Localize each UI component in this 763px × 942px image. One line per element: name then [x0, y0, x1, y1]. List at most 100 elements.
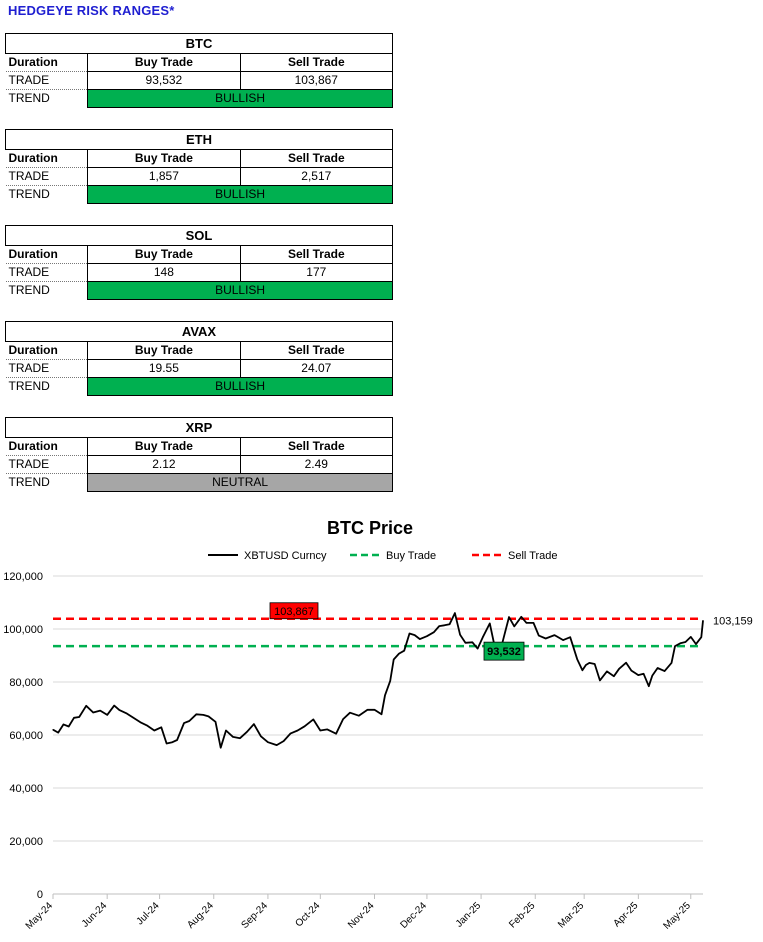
sell-label: 103,867	[274, 606, 314, 618]
price-point	[613, 675, 615, 677]
price-point	[585, 664, 587, 666]
price-point	[232, 736, 234, 738]
buy-label-box	[483, 641, 525, 661]
sell-trade-header: Sell Trade	[239, 53, 394, 72]
price-point	[78, 716, 80, 718]
risk-table-eth: ETH Duration Buy Trade Sell Trade TRADE 1,857…	[5, 129, 394, 204]
price-point	[419, 638, 421, 640]
price-point	[246, 731, 248, 733]
price-point	[132, 717, 134, 719]
price-point	[160, 726, 162, 728]
price-point	[153, 729, 155, 732]
price-point	[195, 713, 197, 715]
price-point	[304, 725, 306, 727]
price-point	[426, 635, 428, 637]
price-point	[433, 631, 435, 633]
buy-trade-header: Buy Trade	[87, 341, 241, 360]
price-point	[438, 625, 440, 627]
buy-trade-value: 19.55	[87, 359, 241, 378]
price-point	[393, 658, 395, 661]
price-point	[482, 636, 484, 638]
risk-table-xrp: XRP Duration Buy Trade Sell Trade TRADE 2.12 2…	[5, 417, 394, 492]
sell-trade-value: 2,517	[239, 167, 394, 186]
price-point	[214, 721, 217, 723]
price-point	[225, 729, 227, 732]
trend-status: BULLISH	[87, 185, 393, 204]
price-point	[408, 632, 411, 635]
legend-label: XBTUSD Curncy	[244, 550, 327, 562]
chart-labels: 103,867 93,532 103,159	[269, 602, 753, 661]
x-tick-label: Oct-24	[293, 900, 322, 929]
price-point	[260, 735, 262, 737]
price-point	[454, 612, 456, 614]
risk-table-sol: SOL Duration Buy Trade Sell Trade TRADE 148 17…	[5, 225, 394, 300]
x-tick-label: Nov-24	[346, 900, 377, 931]
risk-table-avax: AVAX Duration Buy Trade Sell Trade TRADE 19.5…	[5, 321, 394, 396]
buy-trade-header: Buy Trade	[87, 245, 241, 264]
price-point	[513, 625, 515, 627]
y-tick-label: 0	[37, 889, 43, 901]
price-point	[588, 662, 591, 664]
chart-legend: XBTUSD Curncy Buy Trade Sell Trade	[208, 550, 558, 562]
price-point	[525, 622, 528, 624]
price-point	[188, 720, 190, 722]
asset-name: SOL	[5, 225, 393, 246]
last-value-label: 103,159	[713, 616, 753, 628]
asset-name: ETH	[5, 129, 393, 150]
price-point	[176, 739, 178, 741]
price-point	[319, 729, 321, 732]
price-point	[165, 742, 168, 745]
x-tick-label: Dec-24	[398, 900, 429, 931]
price-point	[684, 641, 687, 643]
buy-trade-value: 1,857	[87, 167, 241, 186]
price-point	[471, 641, 473, 643]
price-point	[342, 718, 344, 720]
price-point	[642, 673, 645, 675]
price-point	[532, 622, 535, 624]
sell-trade-header: Sell Trade	[239, 245, 394, 264]
buy-trade-header: Buy Trade	[87, 149, 241, 168]
price-point	[267, 741, 269, 743]
page-title: HEDGEYE RISK RANGES*	[8, 3, 175, 18]
duration-header: Duration	[5, 53, 89, 72]
x-tick-label: Mar-25	[556, 900, 586, 930]
trend-status: BULLISH	[87, 89, 393, 108]
duration-header: Duration	[5, 437, 89, 456]
legend-label: Sell Trade	[508, 550, 558, 562]
price-point	[290, 732, 292, 735]
price-point	[380, 713, 383, 715]
price-point	[118, 709, 120, 711]
price-point	[403, 650, 405, 652]
price-point	[183, 722, 185, 724]
price-point	[139, 721, 141, 723]
asset-name: XRP	[5, 417, 393, 438]
chart-title: BTC Price	[327, 518, 413, 538]
price-point	[618, 668, 620, 670]
price-point	[253, 723, 255, 725]
price-point	[443, 624, 445, 626]
price-point	[52, 729, 54, 731]
buy-trade-value: 2.12	[87, 455, 241, 474]
price-point	[106, 714, 108, 716]
sell-trade-value: 177	[239, 263, 394, 282]
price-point	[326, 728, 328, 731]
price-point	[297, 729, 299, 732]
buy-label: 93,532	[487, 646, 521, 658]
price-point	[276, 744, 278, 746]
trend-row-label: TREND	[8, 91, 50, 106]
chart-grid	[53, 575, 703, 842]
trade-row-label: TRADE	[5, 71, 89, 90]
price-point	[283, 740, 285, 742]
x-tick-label: Aug-24	[185, 900, 216, 931]
price-point	[695, 643, 697, 645]
buy-trade-value: 148	[87, 263, 241, 282]
duration-header: Duration	[5, 341, 89, 360]
x-tick-label: Jul-24	[135, 900, 162, 927]
trade-row-label: TRADE	[5, 359, 89, 378]
trend-status: NEUTRAL	[87, 473, 393, 492]
price-point	[656, 667, 659, 669]
price-point	[670, 662, 673, 664]
risk-table-btc: BTC Duration Buy Trade Sell Trade TRADE 93,53…	[5, 33, 394, 108]
price-point	[358, 715, 360, 717]
duration-header: Duration	[5, 245, 89, 264]
